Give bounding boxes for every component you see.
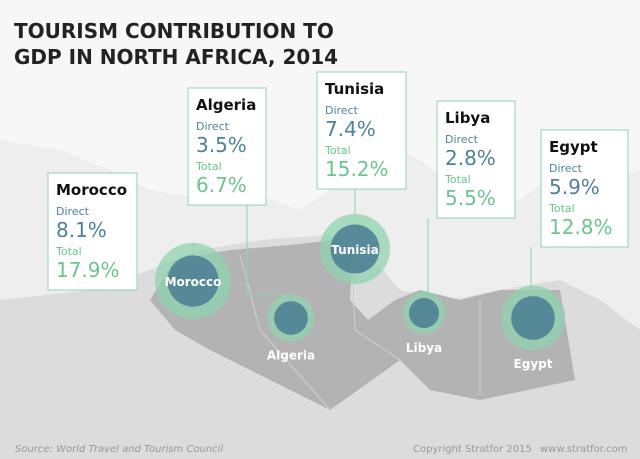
total-value: 5.5%: [445, 186, 496, 210]
total-label: Total: [444, 173, 471, 186]
direct-label: Direct: [196, 120, 230, 133]
map-label: Tunisia: [331, 243, 378, 257]
direct-label: Direct: [549, 162, 583, 175]
map-label: Algeria: [267, 348, 315, 362]
map-label: Egypt: [514, 357, 553, 371]
map-label: Libya: [406, 341, 442, 355]
total-label: Total: [548, 202, 575, 215]
direct-value: 7.4%: [325, 117, 376, 141]
total-value: 15.2%: [325, 157, 389, 181]
total-value: 6.7%: [196, 173, 247, 197]
url: www.stratfor.com: [540, 444, 627, 455]
direct-label: Direct: [56, 205, 90, 218]
country-name: Libya: [445, 109, 490, 127]
total-value: 12.8%: [549, 215, 613, 239]
leader-line: [530, 247, 533, 287]
country-name: Tunisia: [325, 80, 384, 98]
info-box: [540, 129, 629, 248]
info-box: [187, 87, 267, 206]
direct-bubble: [274, 301, 308, 335]
info-box: [47, 172, 138, 291]
direct-value: 3.5%: [196, 133, 247, 157]
total-label: Total: [324, 144, 351, 157]
source: Source: World Travel and Tourism Council: [15, 444, 224, 455]
title-line: GDP IN NORTH AFRICA, 2014: [14, 45, 338, 69]
direct-bubble: [408, 297, 440, 329]
direct-label: Direct: [445, 133, 479, 146]
direct-bubble: [167, 255, 219, 307]
total-value: 17.9%: [56, 258, 120, 282]
title-line: TOURISM CONTRIBUTION TO: [14, 19, 334, 43]
direct-value: 2.8%: [445, 146, 496, 170]
country-name: Algeria: [196, 96, 256, 114]
info-box: [316, 71, 407, 190]
map-label: Morocco: [165, 275, 222, 289]
country-name: Egypt: [549, 138, 598, 156]
direct-bubble: [511, 296, 555, 340]
direct-bubble: [330, 224, 380, 274]
total-label: Total: [195, 160, 222, 173]
direct-value: 8.1%: [56, 218, 107, 242]
direct-label: Direct: [325, 104, 359, 117]
copyright: Copyright Stratfor 2015: [413, 444, 532, 455]
country-name: Morocco: [56, 181, 127, 199]
leader-line: [246, 205, 291, 296]
north-africa: [150, 240, 575, 410]
total-label: Total: [55, 245, 82, 258]
info-box: [436, 100, 516, 219]
direct-value: 5.9%: [549, 175, 600, 199]
leader-line: [424, 218, 429, 293]
